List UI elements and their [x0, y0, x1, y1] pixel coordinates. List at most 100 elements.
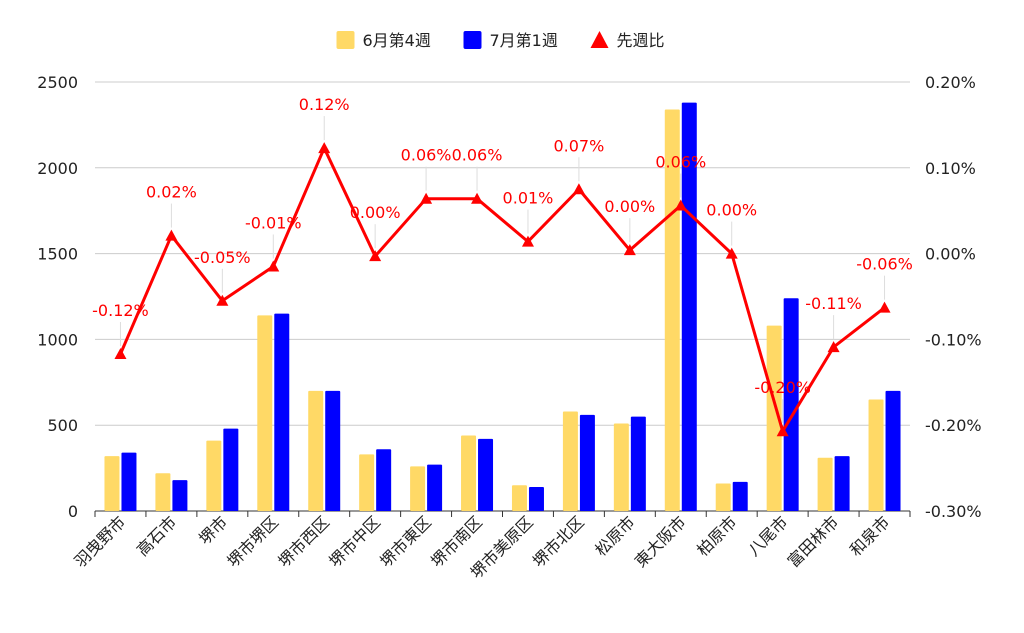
right-tick-label: 0.10%	[925, 159, 976, 178]
left-tick-label: 1000	[37, 330, 78, 349]
bar-7月第1週	[478, 438, 494, 511]
triangle-point	[471, 192, 484, 204]
category-label: 高石市	[133, 512, 180, 559]
data-label: 0.00%	[350, 203, 401, 222]
category-label: 堺市北区	[529, 512, 588, 571]
bar-6月第4週	[104, 456, 120, 511]
right-tick-label: -0.30%	[925, 502, 982, 521]
bar-7月第1週	[528, 486, 544, 511]
data-label: 0.12%	[299, 95, 350, 114]
bar-7月第1週	[376, 449, 392, 511]
triangle-point	[521, 235, 534, 247]
bar-7月第1週	[834, 456, 850, 511]
triangle-point	[827, 341, 840, 353]
bar-7月第1週	[172, 480, 188, 511]
category-label: 東大阪市	[631, 512, 690, 571]
triangle-point	[572, 183, 585, 195]
bar-6月第4週	[410, 466, 426, 511]
category-label: 堺市	[195, 512, 231, 548]
bar-6月第4週	[613, 423, 629, 511]
bar-6月第4週	[817, 457, 833, 511]
data-label: 0.02%	[146, 183, 197, 202]
left-tick-label: 1500	[37, 245, 78, 264]
data-label: -0.12%	[92, 301, 149, 320]
bar-6月第4週	[155, 473, 171, 511]
bars	[104, 102, 901, 512]
bar-7月第1週	[325, 390, 341, 511]
left-tick-label: 500	[47, 416, 78, 435]
legend-swatch	[463, 31, 482, 49]
data-label: 0.07%	[553, 136, 604, 155]
bar-6月第4週	[511, 485, 527, 511]
right-tick-label: -0.10%	[925, 330, 982, 349]
legend-swatch	[336, 31, 355, 49]
data-label: -0.06%	[856, 255, 913, 274]
triangle-point	[369, 250, 382, 262]
triangle-point	[165, 229, 178, 241]
bar-7月第1週	[223, 428, 239, 511]
legend-label: 先週比	[617, 31, 665, 50]
category-label: 松原市	[591, 512, 638, 559]
bar-6月第4週	[766, 325, 782, 511]
data-label: -0.05%	[194, 248, 251, 267]
category-label: 羽曳野市	[71, 512, 130, 571]
bar-7月第1週	[427, 464, 443, 511]
bar-6月第4週	[257, 315, 273, 511]
data-label: 0.06%	[401, 146, 452, 165]
triangle-point	[878, 301, 891, 313]
data-label: 0.06%	[655, 153, 706, 172]
bar-6月第4週	[715, 483, 731, 511]
bar-7月第1週	[121, 452, 137, 511]
bar-7月第1週	[274, 313, 290, 511]
data-labels: -0.12%0.02%-0.05%-0.01%0.12%0.00%0.06% 0.…	[92, 95, 913, 424]
legend-triangle-icon	[590, 31, 609, 48]
legend-label: 6月第4週	[363, 31, 431, 50]
triangle-point	[674, 199, 687, 211]
data-label: 0.00%	[604, 197, 655, 216]
triangle-point	[420, 192, 433, 204]
data-label: -0.11%	[805, 294, 862, 313]
bar-6月第4週	[562, 411, 578, 511]
triangle-point	[623, 244, 636, 256]
category-label: 柏原市	[693, 512, 740, 559]
category-label: 八尾市	[744, 512, 791, 559]
bar-7月第1週	[630, 416, 646, 511]
category-label: 和泉市	[846, 512, 893, 559]
category-label: 堺市東区	[376, 512, 435, 571]
bar-7月第1週	[732, 481, 748, 511]
category-label: 富田林市	[784, 512, 843, 571]
data-label: -0.20%	[754, 378, 811, 397]
left-tick-label: 2500	[37, 73, 78, 92]
triangle-point	[776, 425, 789, 437]
left-tick-label: 0	[68, 502, 78, 521]
triangle-point	[216, 294, 229, 306]
data-label: 0.06%	[452, 146, 503, 165]
bar-7月第1週	[885, 390, 901, 511]
data-label: 0.01%	[503, 189, 554, 208]
right-tick-label: 0.20%	[925, 73, 976, 92]
bar-6月第4週	[359, 454, 375, 511]
bar-7月第1週	[579, 414, 595, 511]
triangle-point	[318, 142, 331, 154]
line-先週比	[119, 146, 886, 433]
data-label: -0.01%	[245, 213, 302, 232]
bar-7月第1週	[681, 102, 697, 511]
bar-7月第1週	[783, 298, 799, 511]
legend-label: 7月第1週	[490, 31, 558, 50]
bar-6月第4週	[461, 435, 477, 511]
triangle-point	[725, 247, 738, 259]
triangle-point	[114, 347, 127, 359]
category-label: 堺市西区	[274, 512, 333, 571]
category-label: 堺市中区	[325, 512, 384, 571]
left-tick-label: 2000	[37, 159, 78, 178]
bar-6月第4週	[308, 390, 324, 511]
data-label: 0.00%	[706, 201, 757, 220]
right-tick-label: -0.20%	[925, 416, 982, 435]
line-series	[114, 142, 891, 437]
category-label: 堺市堺区	[223, 512, 282, 571]
bar-6月第4週	[868, 399, 884, 511]
right-tick-label: 0.00%	[925, 245, 976, 264]
triangle-point	[267, 260, 280, 272]
